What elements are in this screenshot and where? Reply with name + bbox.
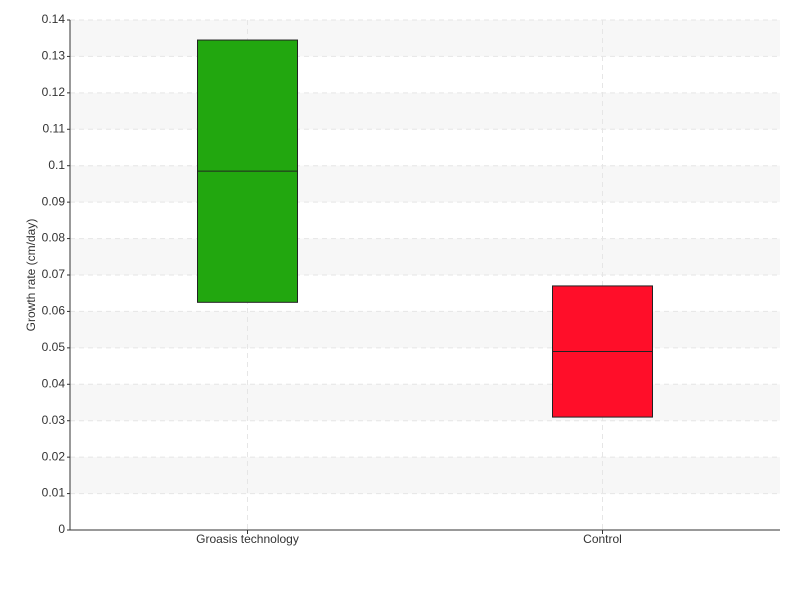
y-tick-label: 0.06: [42, 304, 66, 318]
grid-band: [70, 20, 780, 57]
grid-band: [70, 238, 780, 275]
y-tick-label: 0.05: [42, 340, 66, 354]
y-tick-label: 0: [58, 522, 65, 536]
grid-band: [70, 384, 780, 421]
y-tick-label: 0.09: [42, 194, 66, 208]
grid-band: [70, 311, 780, 348]
y-tick-label: 0.11: [43, 121, 66, 135]
grid-band: [70, 165, 780, 203]
y-tick-label: 0.1: [48, 158, 65, 172]
y-axis-label: Growth rate (cm/day): [24, 219, 38, 332]
grid-band: [70, 92, 780, 130]
y-tick-label: 0.04: [42, 376, 66, 390]
y-tick-label: 0.07: [42, 267, 66, 281]
y-tick-label: 0.13: [42, 49, 66, 63]
x-tick-label: Groasis technology: [196, 532, 299, 546]
y-tick-label: 0.02: [42, 449, 66, 463]
y-tick-label: 0.01: [42, 486, 66, 500]
y-tick-label: 0.12: [42, 85, 66, 99]
y-tick-label: 0.03: [42, 413, 66, 427]
y-tick-label: 0.14: [42, 12, 66, 26]
y-tick-label: 0.08: [42, 231, 66, 245]
grid-band: [70, 457, 780, 494]
x-tick-label: Control: [583, 532, 622, 546]
